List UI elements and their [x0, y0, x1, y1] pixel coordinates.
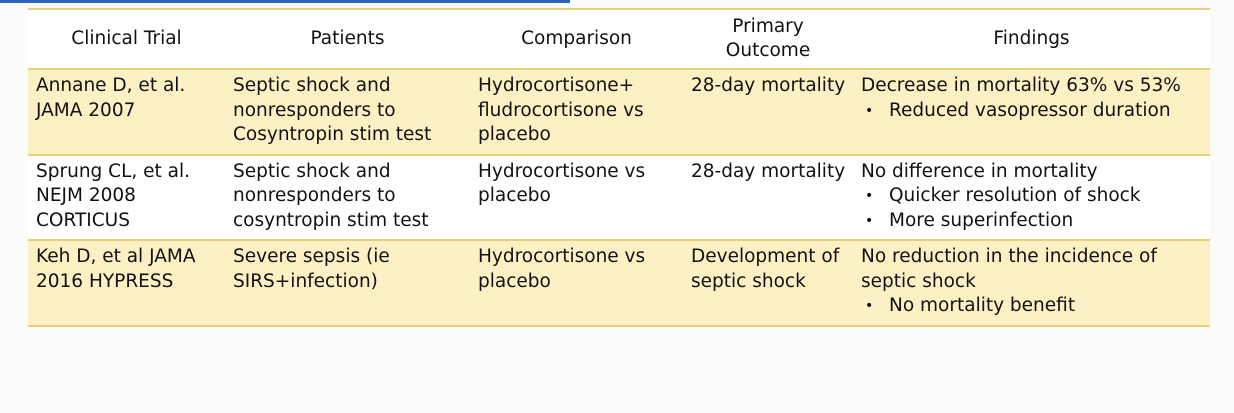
findings-cell: No difference in mortalityQuicker resolu… [853, 154, 1210, 241]
comparison-cell: Hydrocortisone vs placebo [470, 154, 683, 241]
outcome-cell: Development of septic shock [683, 240, 853, 327]
header-cell: Clinical Trial [28, 8, 225, 70]
header-text: Primary Outcome [725, 15, 811, 62]
bullet-item: No mortality benefit [865, 294, 1204, 319]
findings-bullets: No mortality benefit [861, 294, 1204, 319]
header-row: Clinical Trial Patients Comparison Prima… [28, 8, 1210, 70]
table-row: Keh D, et al JAMA 2016 HYPRESS Severe sep… [28, 240, 1210, 327]
table-row: Sprung CL, et al. NEJM 2008 CORTICUS Sept… [28, 154, 1210, 241]
patients-cell: Severe sepsis (ie SIRS+infection) [225, 240, 470, 327]
header-cell: Findings [853, 8, 1210, 70]
trial-cell: Keh D, et al JAMA 2016 HYPRESS [28, 240, 225, 327]
outcome-cell: 28-day mortality [683, 69, 853, 156]
bullet-item: Reduced vasopressor duration [865, 99, 1204, 124]
findings-cell: No reduction in the incidence of septic … [853, 240, 1210, 327]
header-cell: Comparison [470, 8, 683, 70]
comparison-cell: Hydrocortisone vs placebo [470, 240, 683, 327]
findings-text: Decrease in mortality 63% vs 53% [861, 75, 1181, 96]
top-bar [0, 0, 570, 3]
comparison-cell: Hydrocortisone+ fludrocortisone vs place… [470, 69, 683, 156]
findings-bullets: Reduced vasopressor duration [861, 99, 1204, 124]
findings-text: No difference in mortality [861, 160, 1098, 182]
trial-cell: Sprung CL, et al. NEJM 2008 CORTICUS [28, 154, 225, 241]
trial-cell: Annane D, et al. JAMA 2007 [28, 69, 225, 156]
findings-text: No reduction in the incidence of septic … [861, 246, 1157, 292]
table-body: Annane D, et al. JAMA 2007 Septic shock a… [28, 69, 1210, 327]
patients-cell: Septic shock and nonresponders to Cosynt… [225, 69, 470, 156]
slide: Clinical Trial Patients Comparison Prima… [28, 8, 1210, 327]
findings-cell: Decrease in mortality 63% vs 53% Reduced … [853, 69, 1210, 156]
bullet-item: More superinfection [865, 209, 1204, 234]
header-cell: Patients [225, 8, 470, 70]
findings-bullets: Quicker resolution of shockMore superinf… [861, 184, 1204, 233]
patients-cell: Septic shock and nonresponders to cosynt… [225, 154, 470, 241]
header-cell: Primary Outcome [683, 8, 853, 70]
trials-table: Clinical Trial Patients Comparison Prima… [28, 8, 1210, 327]
outcome-cell: 28-day mortality [683, 154, 853, 241]
table-row: Annane D, et al. JAMA 2007 Septic shock a… [28, 69, 1210, 156]
bullet-item: Quicker resolution of shock [865, 184, 1204, 209]
